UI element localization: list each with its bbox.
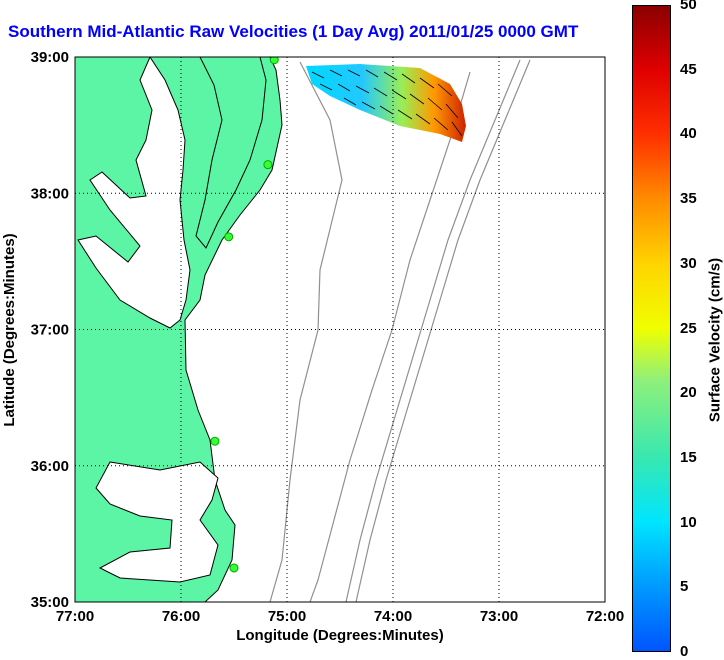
colorbar-tick-label: 10 [680,513,697,531]
radar-station-marker [263,160,273,170]
x-axis: 77:00 76:00 75:00 74:00 73:00 72:00 [56,608,624,625]
bathymetry-contours [269,59,531,602]
x-tick-label: 75:00 [268,608,306,625]
surface-current-field [306,64,466,142]
y-tick-label: 38:00 [31,185,69,202]
colorbar-tick-label: 30 [680,254,697,272]
y-tick-label: 39:00 [31,49,69,66]
colorbar-label: Surface Velocity (cm/s) [706,257,724,423]
colorbar-tick-label: 45 [680,60,697,78]
y-axis-label: Latitude (Degrees:Minutes) [1,233,18,426]
y-tick-label: 35:00 [31,594,69,611]
colorbar-tick-label: 50 [680,0,697,13]
graticule [75,57,605,602]
x-axis-label: Longitude (Degrees:Minutes) [236,627,444,644]
x-tick-label: 77:00 [56,608,94,625]
x-tick-label: 74:00 [374,608,412,625]
colorbar-tick-label: 25 [680,319,697,337]
y-tick-label: 37:00 [31,322,69,339]
land-mass [75,57,283,602]
radar-station-marker [269,57,279,65]
radar-station-marker [210,436,220,446]
x-tick-label: 73:00 [480,608,518,625]
map-title: Southern Mid-Atlantic Raw Velocities (1 … [8,22,579,41]
y-axis: 39:00 38:00 37:00 36:00 35:00 [31,49,69,611]
y-tick-label: 36:00 [31,458,69,475]
hf-radar-stations [210,57,279,573]
x-tick-label: 72:00 [586,608,624,625]
colorbar-tick-label: 5 [680,578,689,596]
colorbar-tick-label: 20 [680,384,697,402]
colorbar-tick-label: 35 [680,190,697,208]
colorbar-tick-label: 15 [680,448,697,466]
colorbar [632,5,671,652]
x-tick-label: 76:00 [162,608,200,625]
radar-station-marker [224,232,234,242]
colorbar-tick-label: 40 [680,125,697,143]
colorbar-tick-label: 0 [680,643,689,660]
plot-frame [74,56,606,603]
radar-station-marker [229,563,239,573]
